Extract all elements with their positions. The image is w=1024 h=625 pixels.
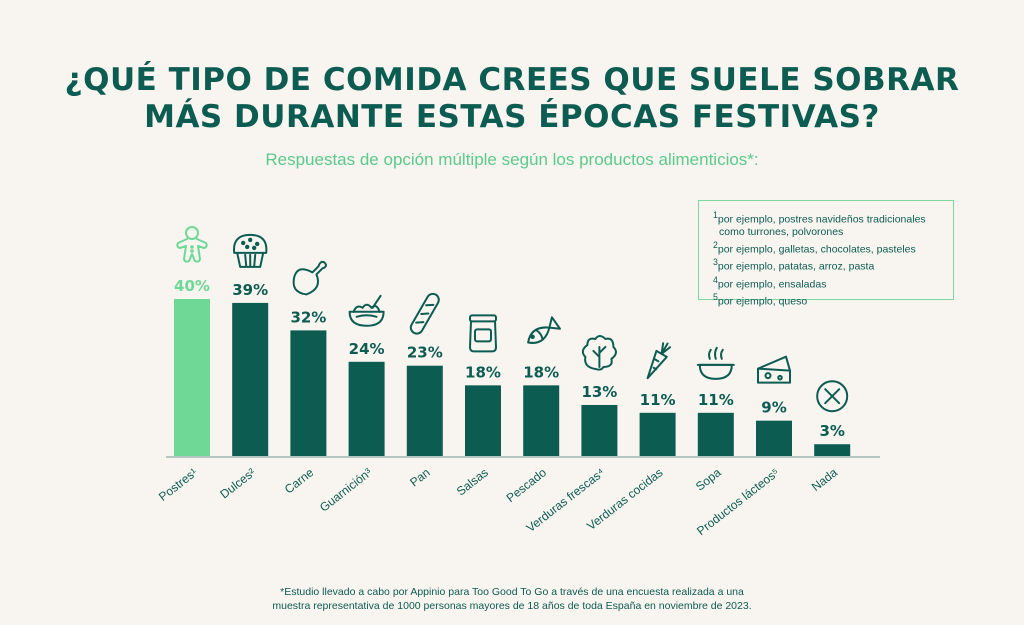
bar bbox=[814, 444, 851, 456]
note-1-continued: como turrones, polvorones bbox=[719, 226, 844, 239]
value-label: 11% bbox=[698, 391, 734, 409]
value-label: 3% bbox=[819, 422, 844, 440]
category-label: Dulces² bbox=[217, 465, 258, 501]
fish-icon bbox=[527, 316, 561, 344]
bar bbox=[232, 302, 269, 456]
category-label: Pan bbox=[407, 465, 432, 489]
category-label: Sopa bbox=[693, 465, 724, 493]
category-label: Postres¹ bbox=[156, 465, 200, 504]
value-label: 32% bbox=[290, 308, 326, 326]
value-label: 18% bbox=[465, 363, 501, 381]
category-label: Pescado bbox=[504, 465, 550, 505]
bar bbox=[406, 365, 443, 456]
bar bbox=[581, 404, 618, 456]
bar bbox=[639, 412, 676, 456]
bar bbox=[756, 420, 792, 456]
value-label: 18% bbox=[523, 363, 559, 381]
value-label: 39% bbox=[232, 281, 268, 299]
none-icon bbox=[816, 380, 849, 413]
bar bbox=[174, 299, 210, 456]
notes-box: 1por ejemplo, postres navideños tradicio… bbox=[698, 200, 954, 307]
value-label: 23% bbox=[407, 344, 443, 362]
footnote-line-1: *Estudio llevado a cabo por Appinio para… bbox=[280, 586, 744, 598]
title-line-1: ¿QUÉ TIPO DE COMIDA CREES QUE SUELE SOBR… bbox=[64, 62, 960, 98]
carrot-icon bbox=[646, 342, 672, 380]
lettuce-icon bbox=[581, 334, 617, 371]
cheese-icon bbox=[757, 355, 791, 384]
bar bbox=[697, 412, 734, 456]
bar bbox=[523, 385, 560, 456]
value-label: 40% bbox=[174, 277, 210, 295]
baguette-icon bbox=[409, 292, 440, 335]
drumstick-icon bbox=[292, 260, 327, 296]
note-1: 1por ejemplo, postres navideños tradicio… bbox=[713, 210, 926, 226]
bar bbox=[290, 330, 327, 456]
category-label: Guarnición³ bbox=[317, 465, 375, 514]
jar-icon bbox=[469, 314, 497, 353]
category-label: Nada bbox=[809, 465, 840, 494]
bar bbox=[465, 385, 501, 456]
soup-icon bbox=[696, 346, 735, 380]
muffin-icon bbox=[233, 233, 268, 268]
category-label: Salsas bbox=[454, 465, 491, 498]
chart-subtitle: Respuestas de opción múltiple según los … bbox=[265, 150, 759, 169]
value-label: 13% bbox=[581, 383, 617, 401]
chart-title: ¿QUÉ TIPO DE COMIDA CREES QUE SUELE SOBR… bbox=[0, 62, 1024, 136]
note-2: 2por ejemplo, galletas, chocolates, past… bbox=[713, 240, 916, 256]
note-3: 3por ejemplo, patatas, arroz, pasta bbox=[713, 257, 875, 273]
pasta-bowl-icon bbox=[348, 294, 385, 327]
title-line-2: MÁS DURANTE ESTAS ÉPOCAS FESTIVAS? bbox=[144, 99, 880, 135]
value-label: 9% bbox=[761, 399, 786, 417]
note-4: 4por ejemplo, ensaladas bbox=[713, 274, 827, 291]
footnote: *Estudio llevado a cabo por Appinio para… bbox=[0, 585, 1024, 613]
value-label: 11% bbox=[640, 391, 676, 409]
footnote-line-2: muestra representativa de 1000 personas … bbox=[272, 600, 752, 612]
value-label: 24% bbox=[349, 340, 385, 358]
gingerbread-icon bbox=[176, 226, 208, 263]
note-5: 5por ejemplo, queso bbox=[713, 291, 808, 308]
category-label: Carne bbox=[282, 465, 317, 496]
bar bbox=[348, 361, 385, 456]
